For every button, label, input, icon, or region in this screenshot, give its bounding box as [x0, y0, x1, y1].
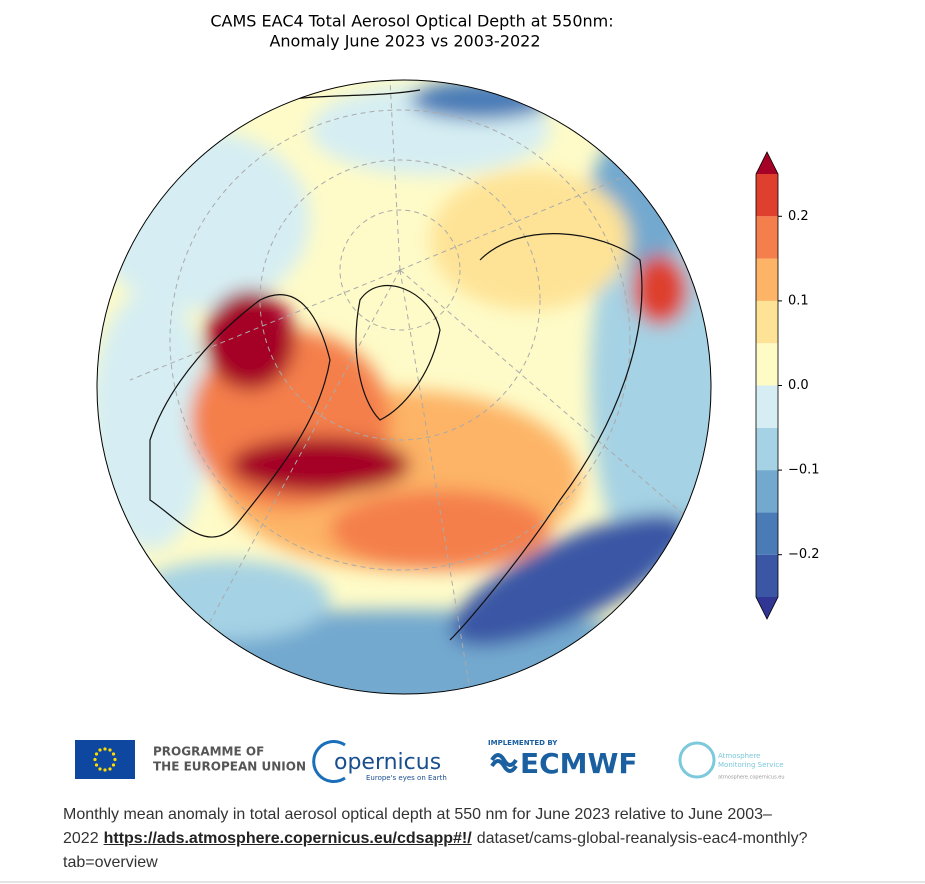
- region: [632, 255, 688, 325]
- colorbar-tick-label: −0.1: [788, 463, 820, 478]
- colorbar: −0.2 −0.1 0.0 0.1 0.2: [755, 151, 820, 620]
- chart: CAMS EAC4 Total Aerosol Optical Depth at…: [75, 12, 820, 783]
- graticule: [129, 80, 691, 691]
- caption-text: dataset/cams-global-reanalysis-eac4-mont…: [63, 830, 808, 871]
- region: [130, 560, 330, 640]
- colorbar-bin: [756, 512, 778, 555]
- cams-url: atmosphere.copernicus.eu: [718, 775, 785, 781]
- colorbar-outline: [755, 151, 779, 620]
- eu-text: PROGRAMME OF: [153, 745, 264, 759]
- cams-name: Monitoring Service: [718, 761, 784, 769]
- colorbar-extend-over: [756, 152, 778, 174]
- caption-text: Monthly mean anomaly in total aerosol op…: [63, 806, 772, 847]
- globe-outline: [96, 79, 712, 695]
- colorbar-bin: [756, 174, 778, 217]
- ecmwf-name: ECMWF: [520, 747, 638, 780]
- divider: [0, 881, 925, 883]
- region: [330, 490, 550, 570]
- eu-flag: [75, 740, 135, 779]
- colorbar-bin: [756, 470, 778, 513]
- copernicus-c: [312, 740, 346, 783]
- ecmwf-mark: [490, 753, 518, 773]
- region: [450, 514, 690, 646]
- colorbar-bin: [756, 427, 778, 471]
- region: [410, 80, 550, 120]
- colorbar-bin: [756, 385, 778, 428]
- colorbar-bin: [756, 258, 778, 301]
- colorbar-extend-under: [756, 597, 778, 619]
- region: [205, 290, 295, 390]
- eu-stars: [93, 747, 117, 772]
- region: [100, 610, 700, 694]
- region: [97, 290, 210, 550]
- colorbar-tick-label: 0.2: [788, 209, 809, 224]
- copernicus-name: opernicus: [334, 750, 441, 775]
- region: [430, 170, 630, 310]
- copernicus-tagline: Europe's eyes on Earth: [366, 774, 447, 782]
- colorbar-bin: [756, 216, 778, 259]
- cams-mark: [678, 741, 716, 779]
- caption: Monthly mean anomaly in total aerosol op…: [63, 803, 833, 875]
- region: [230, 437, 410, 493]
- chart-subtitle: Anomaly June 2023 vs 2003-2022: [269, 32, 540, 51]
- colorbar-bin: [756, 554, 778, 597]
- eu-text: THE EUROPEAN UNION: [153, 760, 306, 774]
- cams-name: Atmosphere: [718, 752, 760, 760]
- colorbar-tick-label: 0.0: [788, 378, 809, 393]
- colorbar-tick-label: −0.2: [788, 547, 820, 562]
- colorbar-bin: [756, 343, 778, 386]
- map: [97, 80, 711, 694]
- colorbar-tick-label: 0.1: [788, 293, 809, 308]
- colorbar-bin: [756, 300, 778, 344]
- ecmwf-label: IMPLEMENTED BY: [488, 739, 558, 747]
- chart-title: CAMS EAC4 Total Aerosol Optical Depth at…: [210, 12, 613, 31]
- caption-link[interactable]: https://ads.atmosphere.copernicus.eu/cds…: [103, 830, 472, 847]
